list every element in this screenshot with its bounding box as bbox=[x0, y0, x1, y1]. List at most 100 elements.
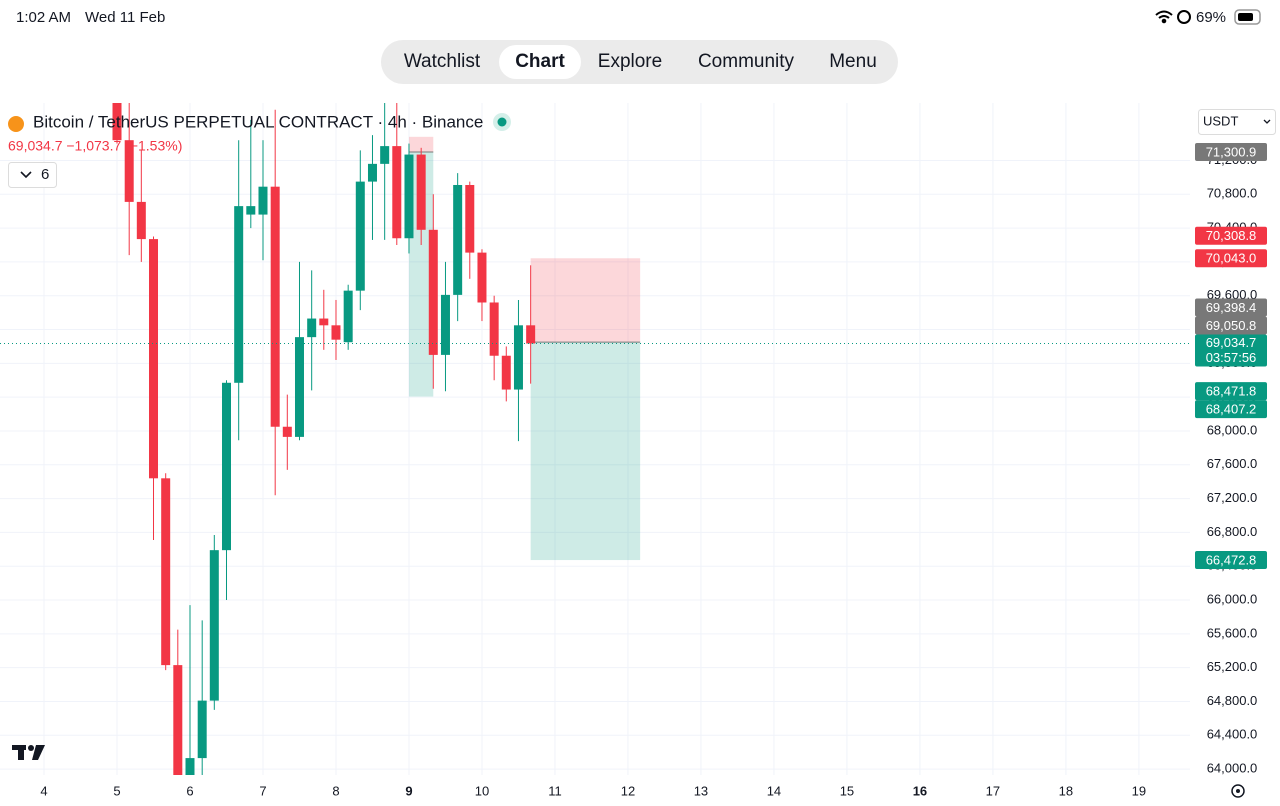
last-price-tag bbox=[1195, 334, 1267, 367]
target-zone bbox=[530, 342, 641, 561]
battery-level bbox=[1238, 13, 1253, 21]
currency[interactable]: USDT bbox=[1203, 113, 1238, 128]
y-tick-label: 67,600.0 bbox=[1207, 456, 1258, 471]
x-tick-label: 10 bbox=[475, 783, 489, 798]
price-tag bbox=[1195, 298, 1267, 317]
tabs: Watchlist Chart Explore Community Menu bbox=[404, 45, 877, 79]
candle-body bbox=[477, 252, 487, 303]
candle-body bbox=[124, 140, 134, 202]
x-tick-label: 5 bbox=[113, 783, 120, 798]
currency-select[interactable] bbox=[1198, 109, 1276, 135]
candle-body bbox=[112, 103, 122, 141]
settings-icon-center bbox=[1236, 789, 1240, 793]
tab[interactable]: Chart bbox=[515, 51, 565, 72]
candle-body bbox=[428, 229, 438, 355]
price-tag-label: 69,398.4 bbox=[1206, 300, 1257, 315]
tv-logo bbox=[12, 745, 45, 760]
candle-body bbox=[270, 186, 280, 427]
price-tag bbox=[1195, 316, 1267, 335]
grid bbox=[0, 103, 1190, 775]
x-tick-label: 9 bbox=[405, 783, 412, 798]
candle-body bbox=[331, 325, 341, 340]
candle-body bbox=[453, 184, 463, 295]
x-tick-label: 11 bbox=[548, 783, 562, 798]
x-tick-label: 7 bbox=[259, 783, 266, 798]
price-tag bbox=[1195, 551, 1267, 570]
candle-body bbox=[173, 665, 183, 775]
price-tag-label: 68,407.2 bbox=[1206, 402, 1257, 417]
price-tag-label: 70,308.8 bbox=[1206, 228, 1257, 243]
symbol-icon bbox=[8, 116, 24, 132]
candle-body bbox=[246, 206, 256, 215]
y-tick-label: 67,200.0 bbox=[1207, 490, 1258, 505]
candle-body bbox=[197, 700, 207, 759]
price-tag-label: 71,300.9 bbox=[1206, 144, 1257, 159]
candle-body bbox=[380, 146, 390, 164]
price-tag bbox=[1195, 226, 1267, 245]
y-tick-label: 68,000.0 bbox=[1207, 422, 1258, 437]
chart-title: Bitcoin / TetherUS PERPETUAL CONTRACT · … bbox=[33, 112, 483, 131]
chevron bbox=[20, 171, 32, 179]
candle-body bbox=[282, 426, 292, 437]
candle-body bbox=[185, 758, 195, 775]
candle-body bbox=[161, 478, 171, 666]
candle-body bbox=[416, 154, 426, 230]
candle-body bbox=[319, 318, 329, 326]
x-tick-label: 14 bbox=[767, 783, 781, 798]
price-tag-label: 68,471.8 bbox=[1206, 384, 1257, 399]
tab[interactable]: Community bbox=[698, 51, 795, 72]
status-dot bbox=[497, 117, 507, 127]
price-tag bbox=[1195, 382, 1267, 401]
candle-body bbox=[440, 294, 450, 355]
candle-body bbox=[149, 239, 159, 479]
y-tick-label: 65,600.0 bbox=[1207, 625, 1258, 640]
chevron bbox=[1263, 119, 1271, 124]
candle-body bbox=[489, 302, 499, 356]
y-tick-label: 64,400.0 bbox=[1207, 727, 1258, 742]
indicator-count[interactable]: 6 bbox=[41, 166, 49, 183]
candles bbox=[0, 103, 1190, 775]
status-date: Wed 11 Feb bbox=[85, 9, 165, 26]
candle-body bbox=[404, 154, 414, 239]
tab[interactable]: Menu bbox=[829, 51, 877, 72]
y-tick-label: 69,600.0 bbox=[1207, 287, 1258, 302]
y-tick-label: 66,800.0 bbox=[1207, 524, 1258, 539]
price-tag-label: 70,043.0 bbox=[1206, 251, 1257, 266]
tab[interactable]: Watchlist bbox=[404, 51, 481, 72]
candle-body bbox=[465, 184, 475, 253]
y-tick-label: 64,000.0 bbox=[1207, 761, 1258, 776]
candle-body bbox=[513, 325, 523, 390]
candle-body bbox=[234, 206, 244, 383]
candle-body bbox=[392, 146, 402, 239]
candle-body bbox=[355, 181, 365, 291]
battery-text: 69% bbox=[1196, 9, 1226, 26]
candle-body bbox=[258, 186, 268, 215]
price-tag-label: 69,050.8 bbox=[1206, 318, 1257, 333]
candle-body bbox=[367, 163, 377, 182]
candle-body bbox=[343, 290, 353, 343]
wifi-icon bbox=[1155, 10, 1173, 24]
settings-icon[interactable] bbox=[1231, 784, 1245, 798]
countdown: 03:57:56 bbox=[1206, 350, 1257, 365]
x-tick-label: 13 bbox=[694, 783, 708, 798]
x-tick-label: 19 bbox=[1132, 783, 1146, 798]
stop-zone bbox=[530, 258, 641, 343]
y-tick-label: 65,200.0 bbox=[1207, 659, 1258, 674]
candle-body bbox=[501, 355, 511, 390]
battery-icon bbox=[1234, 9, 1261, 25]
price-tag bbox=[1195, 400, 1267, 419]
x-tick-label: 16 bbox=[913, 783, 927, 798]
price-tags: 71,300.9 70,308.8 70,043.0 69,398.4 69,050.8… bbox=[1195, 142, 1267, 570]
x-tick-label: 12 bbox=[621, 783, 635, 798]
x-tick-label: 17 bbox=[986, 783, 1000, 798]
indicator-toggle[interactable] bbox=[8, 162, 57, 188]
x-tick-label: 18 bbox=[1059, 783, 1073, 798]
tab[interactable]: Explore bbox=[598, 51, 662, 72]
price-tag bbox=[1195, 249, 1267, 268]
candle-body bbox=[136, 201, 146, 240]
x-tick-label: 6 bbox=[186, 783, 193, 798]
candle-body bbox=[294, 337, 304, 437]
status-time: 1:02 AM bbox=[16, 9, 71, 26]
x-tick-label: 4 bbox=[40, 783, 47, 798]
